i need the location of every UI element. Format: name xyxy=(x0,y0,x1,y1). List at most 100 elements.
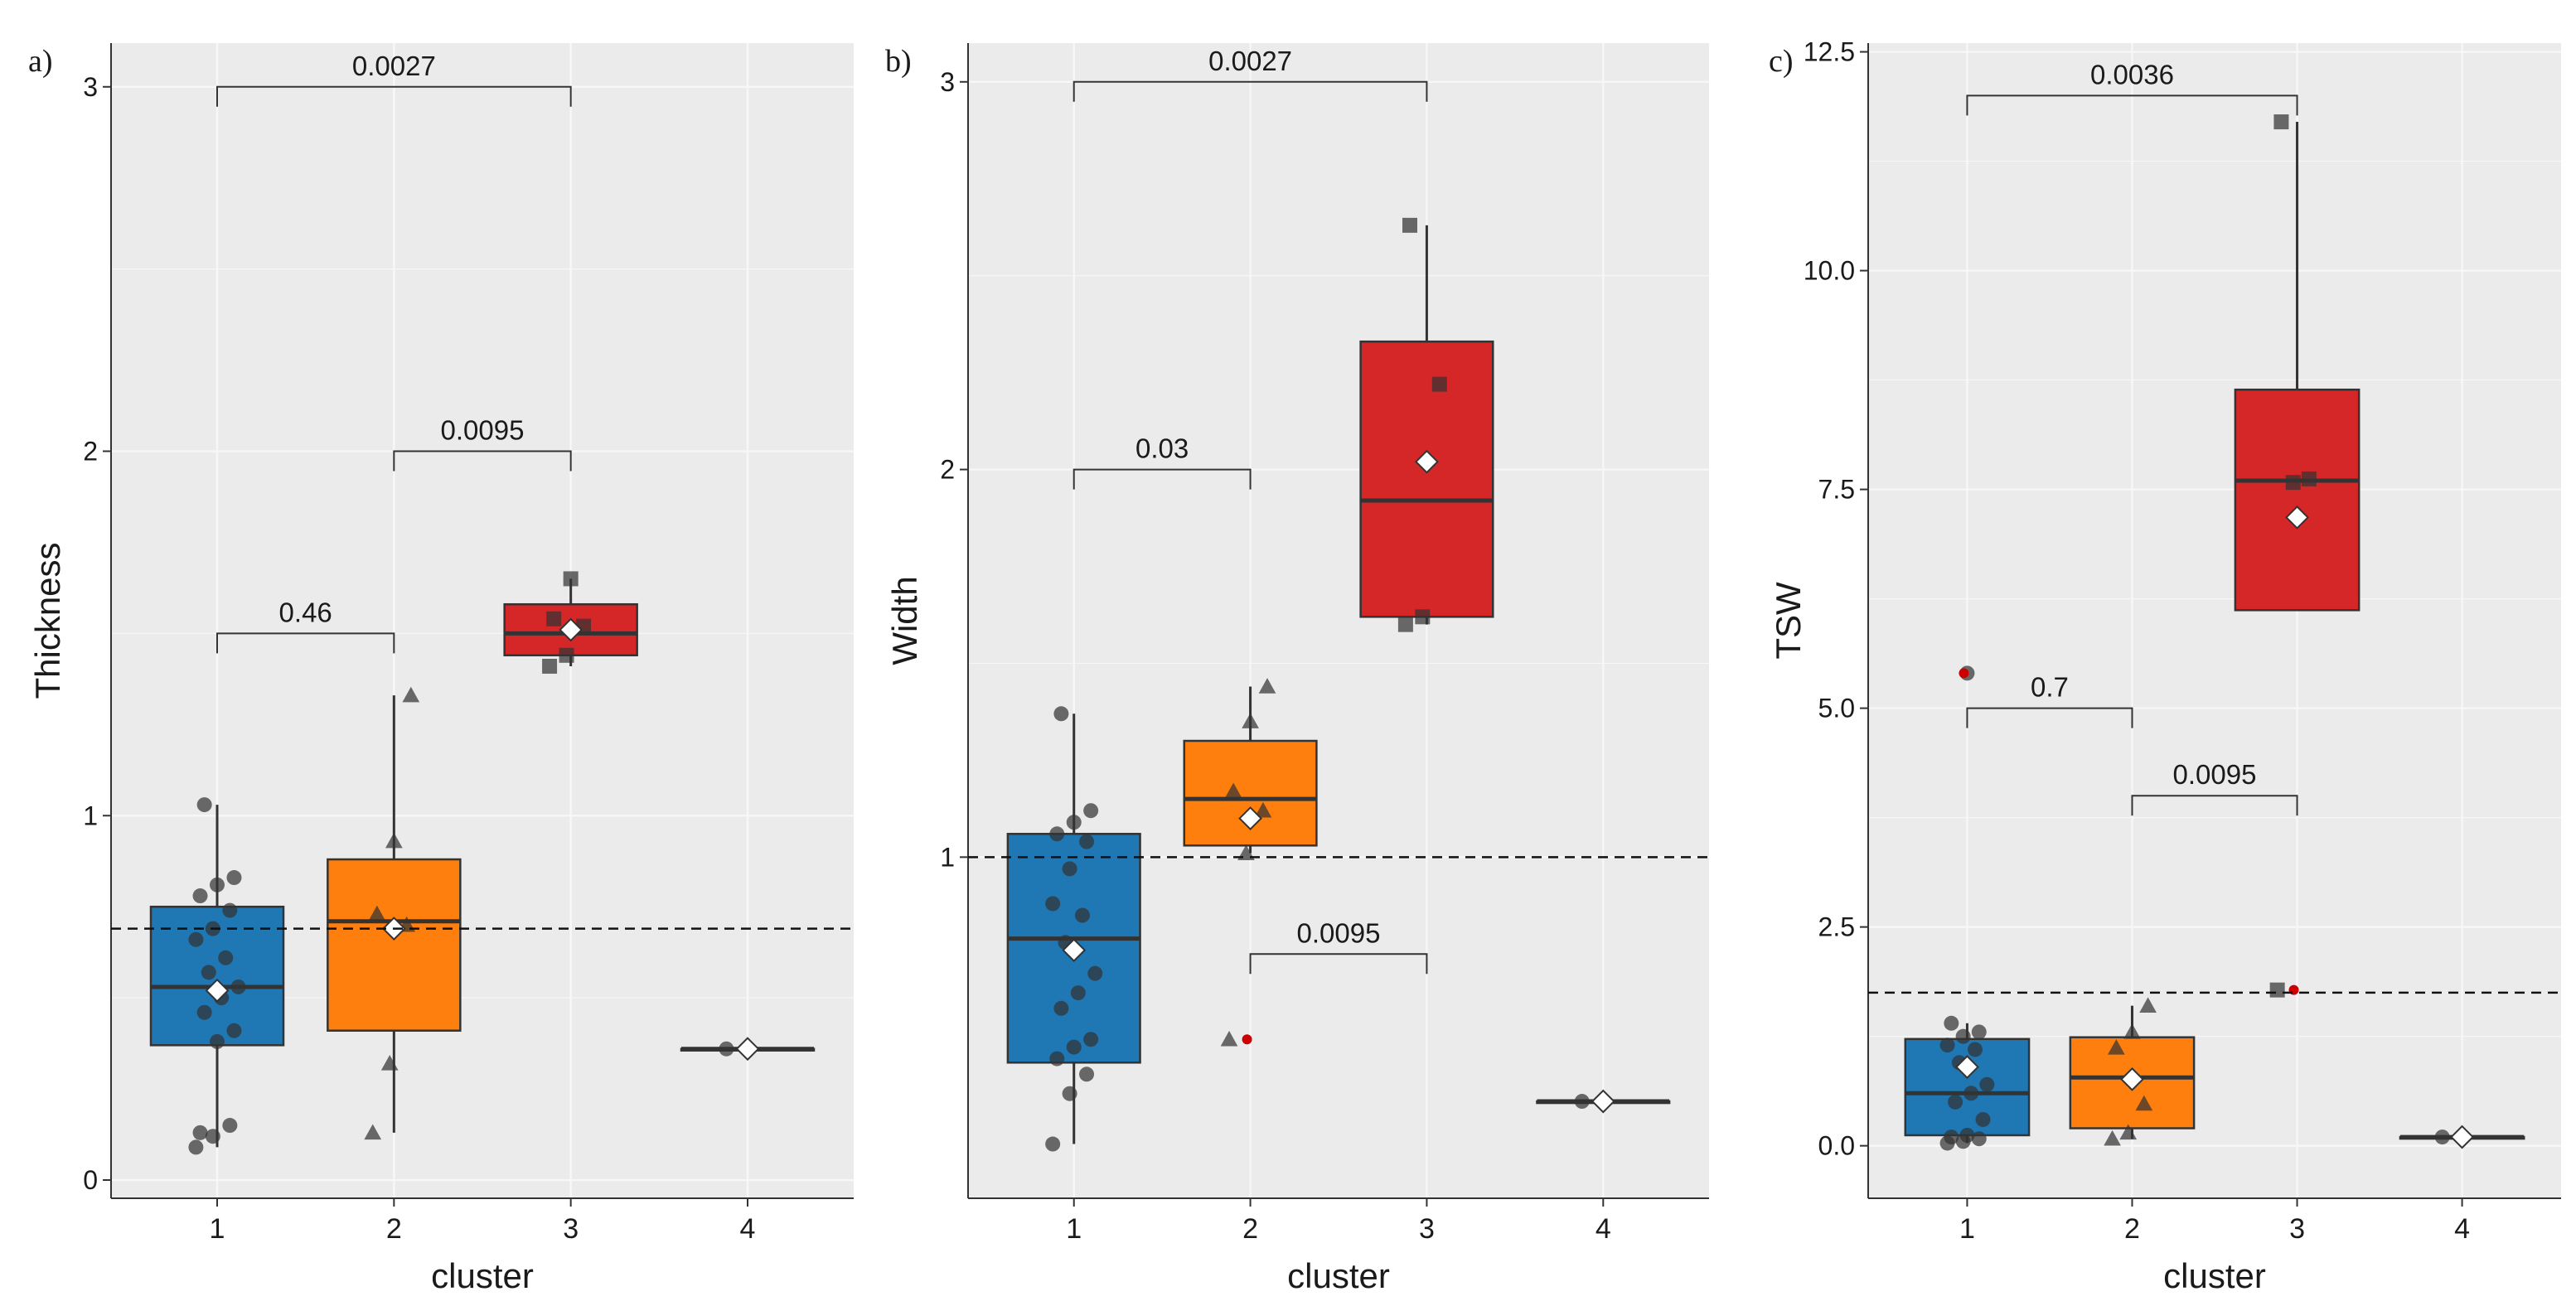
comparison-bracket xyxy=(216,85,572,107)
data-point xyxy=(192,1125,208,1140)
mean-marker xyxy=(2285,505,2309,530)
data-point xyxy=(1083,803,1099,819)
y-tick-label: 12.5 xyxy=(1804,37,1855,67)
x-axis-title: cluster xyxy=(1287,1256,1390,1295)
mean-marker xyxy=(205,978,230,1003)
data-point xyxy=(1431,376,1447,392)
box-cluster-2 xyxy=(2069,997,2196,1146)
data-point xyxy=(1971,1024,1987,1040)
panel-label: a) xyxy=(28,44,53,79)
data-point xyxy=(222,902,238,918)
panel-1: 0 1 2 3 1 2 3 4 0.0027 0.0095 0.46 cluster Thickness… xyxy=(28,43,854,1295)
box-cluster-3 xyxy=(2234,114,2361,998)
data-point xyxy=(1070,985,1086,1001)
comparison-bracket xyxy=(1966,707,2133,728)
x-tick-label: 2 xyxy=(386,1213,402,1245)
mean-marker xyxy=(1238,806,1262,830)
data-point xyxy=(188,1139,204,1155)
y-tick-label: 0 xyxy=(83,1165,98,1195)
data-point xyxy=(1049,1051,1065,1067)
x-tick-label: 3 xyxy=(563,1213,579,1245)
data-point xyxy=(1087,965,1103,981)
data-point xyxy=(1963,1086,1979,1101)
comparison-bracket xyxy=(1966,94,2298,116)
p-value-label: 0.46 xyxy=(279,597,332,627)
box-cluster-2 xyxy=(327,686,462,1140)
data-point xyxy=(1079,1067,1095,1082)
y-axis-title: TSW xyxy=(1769,582,1808,660)
data-point xyxy=(1939,1038,1955,1053)
y-tick-label: 7.5 xyxy=(1818,475,1855,505)
data-point xyxy=(1062,1086,1077,1101)
data-point xyxy=(1079,834,1095,849)
mean-marker xyxy=(559,617,583,642)
mean-marker xyxy=(1415,449,1439,474)
outlier-point xyxy=(1242,1034,1252,1045)
data-point xyxy=(1074,907,1090,923)
box-cluster-3 xyxy=(1359,217,1494,632)
data-point xyxy=(1415,609,1431,625)
comparison-bracket xyxy=(393,450,572,472)
comparison-bracket xyxy=(1249,953,1428,975)
x-tick-label: 1 xyxy=(1066,1213,1082,1245)
y-tick-label: 1 xyxy=(83,801,98,830)
box-cluster-4 xyxy=(680,1037,816,1062)
p-value-label: 0.0095 xyxy=(1297,917,1381,948)
y-axis-title: Thickness xyxy=(28,542,67,699)
data-point xyxy=(2434,1129,2450,1145)
panel-3: 0.0 2.5 5.0 7.5 10.0 12.5 1 2 3 4 0.0036 0.7 0.0095 c… xyxy=(1769,37,2561,1295)
y-tick-label: 1 xyxy=(940,842,955,872)
box xyxy=(327,858,462,1032)
data-point xyxy=(222,1118,238,1134)
data-point xyxy=(2273,114,2289,130)
x-tick-label: 4 xyxy=(740,1213,756,1245)
x-axis-title: cluster xyxy=(431,1256,534,1295)
p-value-label: 0.0027 xyxy=(1208,46,1292,76)
data-point xyxy=(2301,471,2317,486)
data-point xyxy=(1959,1127,1975,1143)
data-point xyxy=(1220,1030,1238,1047)
x-axis-title: cluster xyxy=(2163,1256,2266,1295)
panel-label: c) xyxy=(1769,44,1794,79)
data-point xyxy=(2119,1124,2138,1140)
data-point xyxy=(1975,1111,1991,1127)
mean-marker xyxy=(1591,1089,1615,1114)
data-point xyxy=(1062,861,1077,877)
mean-marker xyxy=(2120,1067,2144,1091)
data-point xyxy=(2135,1095,2153,1111)
data-point xyxy=(1955,1028,1971,1044)
data-point xyxy=(201,965,216,980)
data-point xyxy=(546,611,562,626)
p-value-label: 0.0095 xyxy=(2173,759,2257,790)
data-point xyxy=(192,888,208,904)
data-point xyxy=(1402,217,1417,233)
data-point xyxy=(385,832,403,849)
data-point xyxy=(1971,1131,1987,1147)
y-tick-label: 3 xyxy=(83,72,98,102)
p-value-label: 0.7 xyxy=(2031,672,2069,703)
p-value-label: 0.0095 xyxy=(441,415,525,446)
x-tick-label: 2 xyxy=(1242,1213,1258,1245)
box-cluster-1 xyxy=(1904,665,2031,1151)
data-point xyxy=(2123,1023,2141,1039)
data-point xyxy=(1574,1094,1590,1110)
data-point xyxy=(196,797,212,813)
mean-marker xyxy=(1955,1055,1979,1080)
mean-marker xyxy=(735,1037,760,1062)
mean-marker xyxy=(2450,1125,2474,1149)
data-point xyxy=(559,647,574,663)
y-tick-label: 0.0 xyxy=(1818,1131,1855,1161)
comparison-bracket xyxy=(1073,468,1252,490)
data-point xyxy=(1254,801,1272,818)
data-point xyxy=(1066,815,1082,830)
comparison-bracket xyxy=(2131,795,2298,816)
box-cluster-1 xyxy=(1006,706,1141,1152)
x-tick-label: 3 xyxy=(1419,1213,1435,1245)
data-point xyxy=(210,877,225,892)
box xyxy=(2234,388,2361,612)
data-point xyxy=(1948,1094,1963,1110)
data-point xyxy=(719,1041,734,1057)
p-value-label: 0.03 xyxy=(1135,433,1189,464)
box xyxy=(1359,340,1494,618)
